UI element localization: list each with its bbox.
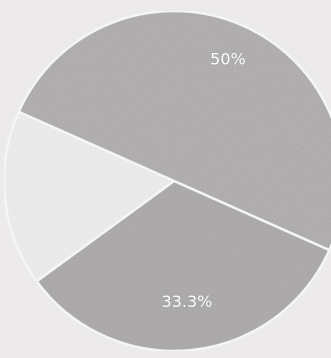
pie-slices xyxy=(2,9,331,353)
pie-slice-1 xyxy=(17,9,331,252)
pie-slice-label-1: 50% xyxy=(210,49,246,68)
pie-slice-3 xyxy=(2,110,176,283)
pie-slice-2 xyxy=(35,179,331,353)
pie-labels: 50% 33.3% xyxy=(161,49,246,311)
pie-slice-label-2: 33.3% xyxy=(162,292,213,311)
